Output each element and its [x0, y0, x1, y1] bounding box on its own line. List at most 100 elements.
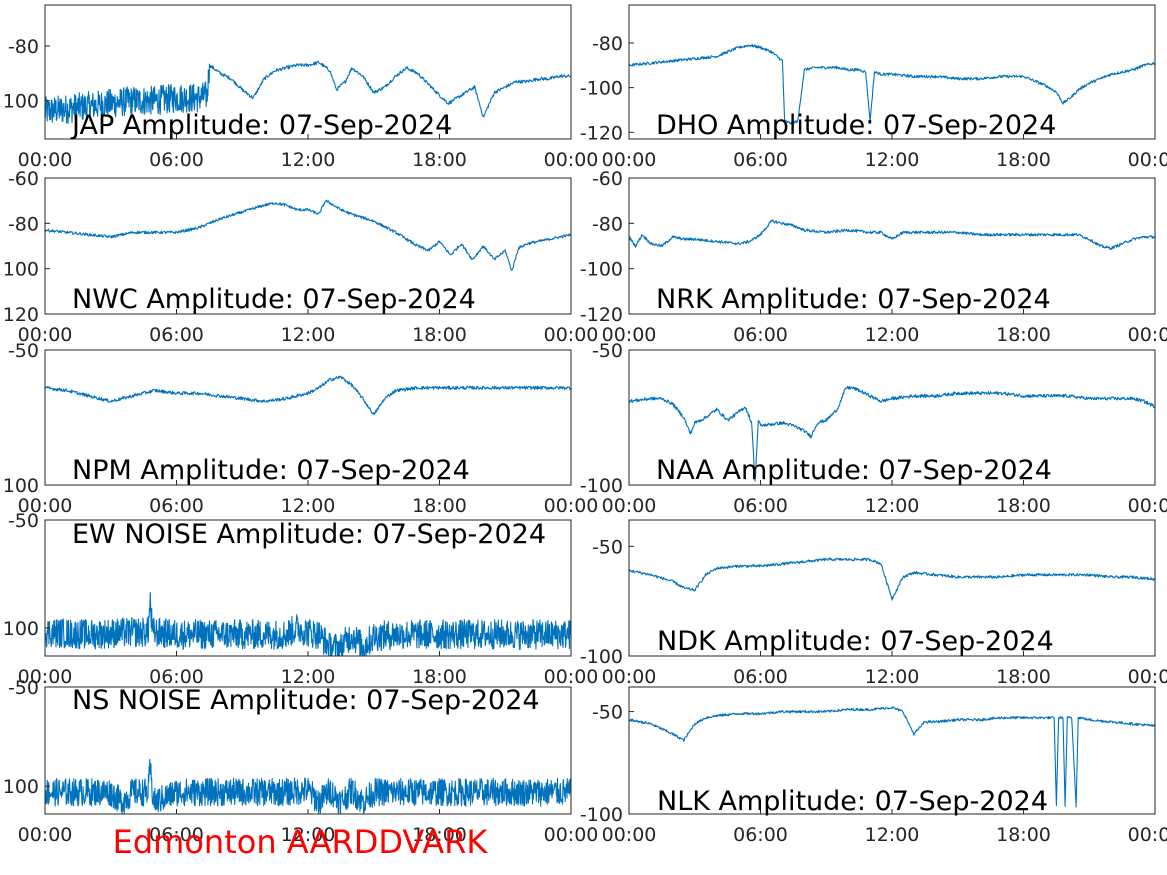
x-tick-label: 06:00 — [149, 149, 204, 171]
series-line-5 — [628, 385, 1156, 482]
y-tick-label: -60 — [8, 168, 39, 190]
x-tick-label: 00:00 — [1128, 666, 1167, 688]
series-line-3 — [628, 219, 1156, 250]
x-tick-label: 00:00 — [544, 824, 599, 846]
x-tick-label: 06:00 — [149, 666, 204, 688]
x-tick-label: 00:00 — [1128, 495, 1167, 517]
x-tick-label: 06:00 — [149, 824, 204, 846]
y-tick-label: -80 — [592, 213, 623, 235]
x-tick-label: 00:00 — [18, 666, 73, 688]
x-tick-label: 18:00 — [996, 666, 1051, 688]
x-tick-label: 00:00 — [18, 824, 73, 846]
x-tick-label: 18:00 — [412, 149, 467, 171]
x-tick-label: 00:00 — [602, 666, 657, 688]
y-tick-label: -100 — [580, 78, 623, 100]
x-tick-label: 00:00 — [602, 324, 657, 346]
x-tick-label: 18:00 — [996, 824, 1051, 846]
chart-title: NS NOISE Amplitude: 07-Sep-2024 — [72, 685, 540, 716]
figure-footer-title: Edmonton AARDDVARK — [113, 823, 489, 861]
series-line-6 — [44, 592, 572, 657]
x-tick-label: 18:00 — [412, 495, 467, 517]
chart-title: NDK Amplitude: 07-Sep-2024 — [657, 626, 1054, 657]
y-tick-label: 100 — [3, 776, 39, 798]
x-tick-label: 06:00 — [733, 666, 788, 688]
x-tick-label: 06:00 — [733, 824, 788, 846]
chart-title: JAP Amplitude: 07-Sep-2024 — [70, 110, 452, 141]
y-tick-label: -120 — [580, 122, 623, 144]
x-tick-label: 12:00 — [865, 495, 920, 517]
y-tick-label: -100 — [580, 259, 623, 281]
series-line-0 — [44, 60, 572, 124]
x-tick-label: 12:00 — [281, 149, 336, 171]
y-tick-label: -50 — [592, 702, 623, 724]
y-tick-label: -80 — [592, 33, 623, 55]
x-tick-label: 06:00 — [733, 324, 788, 346]
x-tick-label: 00:00 — [544, 324, 599, 346]
series-line-1 — [628, 43, 1156, 125]
x-tick-label: 12:00 — [865, 324, 920, 346]
series-line-9 — [628, 706, 1156, 808]
series-line-7 — [628, 557, 1156, 601]
x-tick-label: 18:00 — [412, 824, 467, 846]
chart-panel-8: -50 100 00:00 06:00 12:00 18:00 00:00 NS NOISE … — [3, 677, 599, 846]
x-tick-label: 18:00 — [412, 324, 467, 346]
y-tick-label: -50 — [592, 536, 623, 558]
y-tick-label: -120 — [580, 304, 623, 326]
y-tick-label: -100 — [580, 646, 623, 668]
y-tick-label: -60 — [592, 168, 623, 190]
series-line-2 — [44, 199, 572, 271]
y-tick-label: -100 — [580, 475, 623, 497]
x-tick-label: 00:00 — [602, 149, 657, 171]
series-line-4 — [44, 375, 572, 415]
y-tick-label: 100 — [3, 259, 39, 281]
x-tick-label: 06:00 — [149, 324, 204, 346]
y-tick-label: 100 — [3, 475, 39, 497]
x-tick-label: 06:00 — [733, 149, 788, 171]
x-tick-label: 18:00 — [412, 666, 467, 688]
x-tick-label: 12:00 — [281, 324, 336, 346]
x-tick-label: 12:00 — [281, 495, 336, 517]
chart-title: NLK Amplitude: 07-Sep-2024 — [657, 786, 1048, 817]
y-tick-label: -100 — [580, 804, 623, 826]
x-tick-label: 00:00 — [602, 495, 657, 517]
chart-title: NRK Amplitude: 07-Sep-2024 — [656, 284, 1051, 315]
chart-title: DHO Amplitude: 07-Sep-2024 — [656, 110, 1056, 141]
x-tick-label: 06:00 — [733, 495, 788, 517]
y-tick-label: -50 — [8, 340, 39, 362]
chart-panel-6: -50 100 00:00 06:00 12:00 18:00 00:00 EW NOISE … — [3, 510, 599, 688]
x-tick-label: 18:00 — [996, 324, 1051, 346]
y-tick-label: -50 — [8, 677, 39, 699]
chart-panel-1: -80 -100 -120 00:00 06:00 12:00 18:00 00:00 DHO … — [580, 4, 1167, 171]
x-tick-label: 06:00 — [149, 495, 204, 517]
y-tick-label: 100 — [3, 618, 39, 640]
y-tick-label: -80 — [8, 36, 39, 58]
x-tick-label: 00:00 — [602, 824, 657, 846]
y-tick-label: 120 — [3, 304, 39, 326]
chart-title: NPM Amplitude: 07-Sep-2024 — [72, 455, 470, 486]
x-tick-label: 00:00 — [1128, 824, 1167, 846]
x-tick-label: 12:00 — [281, 666, 336, 688]
chart-panel-3: -60-80-100-12000:0006:0012:0018:0000:00N… — [580, 168, 1167, 346]
x-tick-label: 00:00 — [18, 495, 73, 517]
x-tick-label: 18:00 — [996, 149, 1051, 171]
x-tick-label: 00:00 — [544, 149, 599, 171]
x-tick-label: 00:00 — [1128, 149, 1167, 171]
x-tick-label: 00:00 — [544, 666, 599, 688]
x-tick-label: 12:00 — [865, 666, 920, 688]
x-tick-label: 00:00 — [18, 324, 73, 346]
x-tick-label: 12:00 — [865, 824, 920, 846]
chart-title: NWC Amplitude: 07-Sep-2024 — [72, 284, 476, 315]
x-tick-label: 12:00 — [281, 824, 336, 846]
x-tick-label: 00:00 — [544, 495, 599, 517]
chart-title: EW NOISE Amplitude: 07-Sep-2024 — [72, 519, 546, 550]
series-line-8 — [44, 758, 572, 815]
y-tick-label: -80 — [8, 213, 39, 235]
x-tick-label: 18:00 — [996, 495, 1051, 517]
x-tick-label: 12:00 — [865, 149, 920, 171]
